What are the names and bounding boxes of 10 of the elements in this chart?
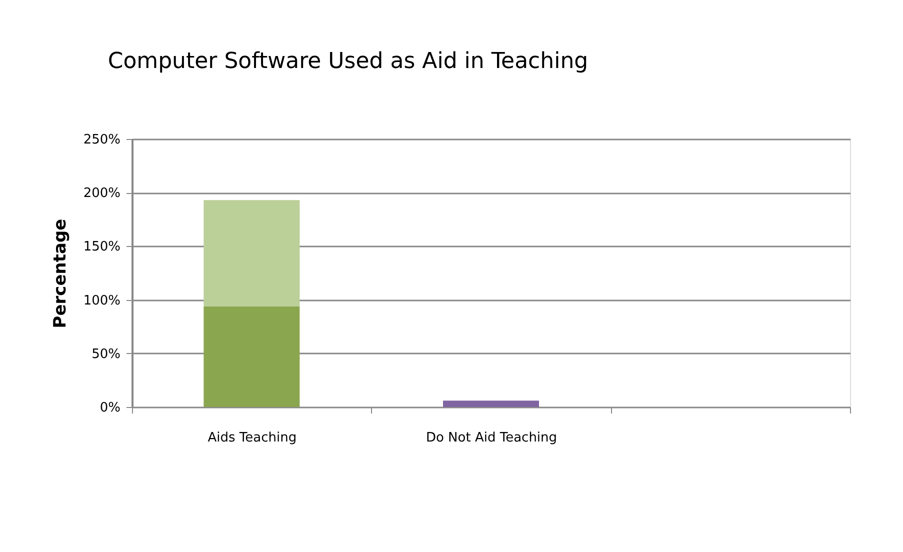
- chart-title: Computer Software Used as Aid in Teaching: [108, 49, 588, 74]
- x-tick-label: Do Not Aid Teaching: [426, 430, 558, 446]
- y-tick-label: 0%: [100, 400, 120, 416]
- x-tick-label: Aids Teaching: [208, 430, 297, 446]
- y-axis-title: Percentage: [50, 218, 70, 328]
- y-tick-label: 50%: [92, 346, 120, 362]
- y-tick-label: 200%: [83, 186, 120, 202]
- y-tick-label: 250%: [83, 132, 120, 148]
- y-tick-label: 100%: [83, 293, 120, 308]
- y-tick-label: 150%: [83, 240, 120, 255]
